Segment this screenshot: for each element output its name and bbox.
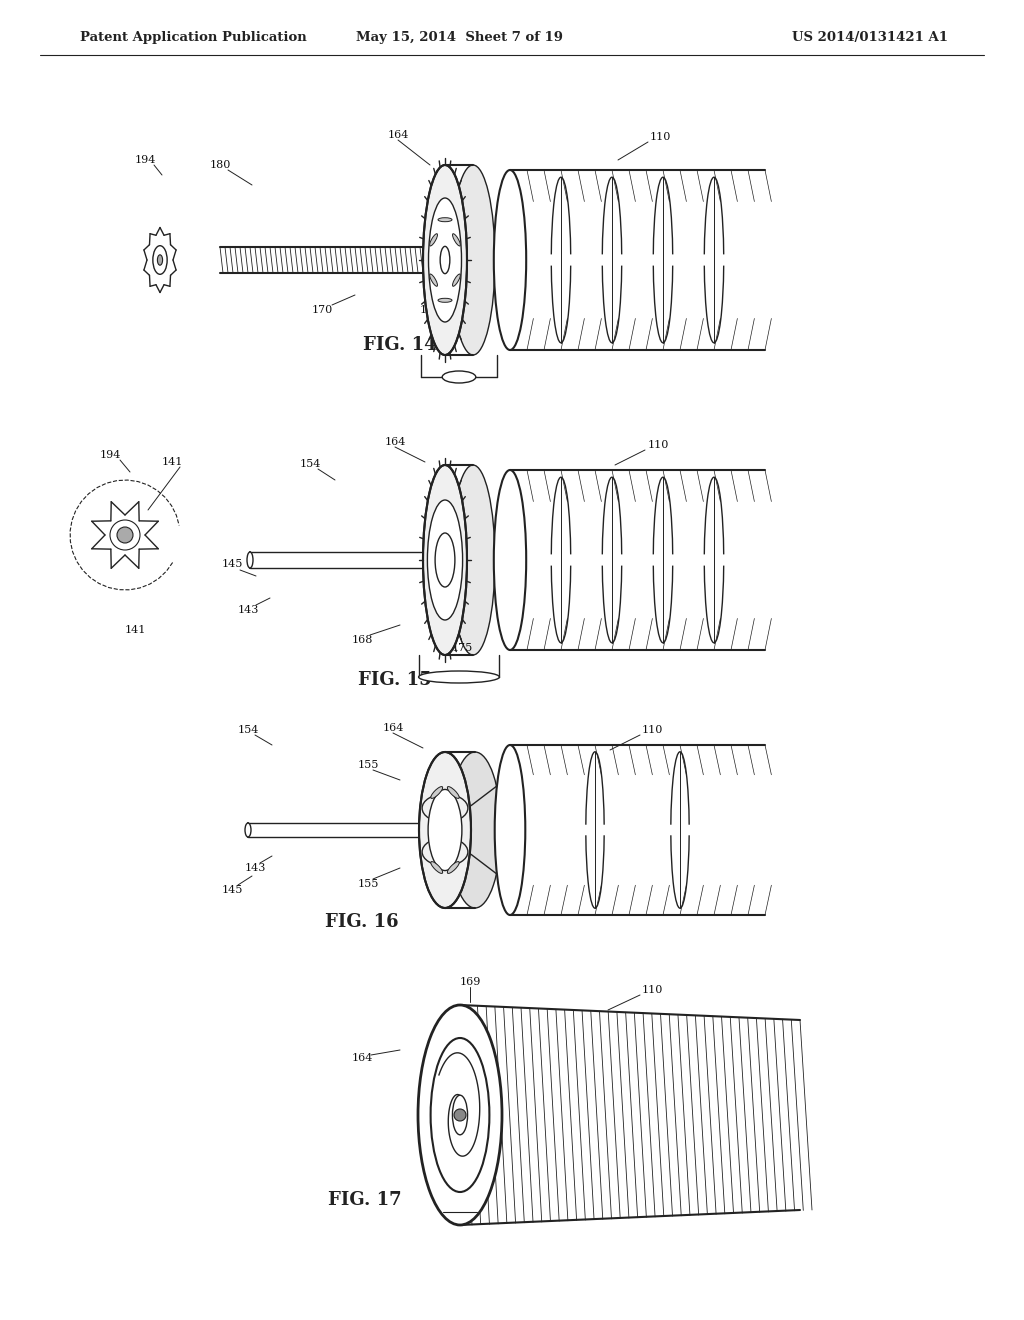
Ellipse shape <box>147 234 173 286</box>
Text: Patent Application Publication: Patent Application Publication <box>80 32 307 45</box>
Polygon shape <box>460 1005 800 1225</box>
Ellipse shape <box>447 787 459 799</box>
Text: 154: 154 <box>238 725 259 735</box>
Text: 168: 168 <box>419 305 440 315</box>
Polygon shape <box>510 744 765 915</box>
Ellipse shape <box>494 170 526 350</box>
Text: 110: 110 <box>641 725 663 735</box>
Ellipse shape <box>431 787 442 799</box>
Ellipse shape <box>428 198 462 322</box>
Text: 141: 141 <box>124 624 145 635</box>
Ellipse shape <box>247 552 253 568</box>
Ellipse shape <box>153 246 167 275</box>
Text: 161: 161 <box>477 1166 499 1175</box>
Text: 110: 110 <box>649 132 671 143</box>
Ellipse shape <box>430 234 437 246</box>
Ellipse shape <box>451 165 495 355</box>
Ellipse shape <box>245 822 251 837</box>
Ellipse shape <box>447 862 459 874</box>
Text: US 2014/0131421 A1: US 2014/0131421 A1 <box>792 32 948 45</box>
Ellipse shape <box>453 275 461 286</box>
Text: 194: 194 <box>99 450 121 459</box>
Text: 145: 145 <box>221 558 243 569</box>
Text: 143: 143 <box>238 605 259 615</box>
Ellipse shape <box>435 533 455 587</box>
Text: 141: 141 <box>162 457 182 467</box>
Text: 169: 169 <box>460 977 480 987</box>
Ellipse shape <box>117 527 133 543</box>
Polygon shape <box>510 170 765 350</box>
Text: FIG. 15: FIG. 15 <box>358 671 432 689</box>
Text: 155: 155 <box>357 760 379 770</box>
Text: 110: 110 <box>647 440 669 450</box>
Ellipse shape <box>423 165 467 355</box>
Ellipse shape <box>427 500 463 620</box>
Text: 164: 164 <box>384 437 406 447</box>
Ellipse shape <box>451 465 495 655</box>
Ellipse shape <box>431 862 442 874</box>
Text: 164: 164 <box>382 723 403 733</box>
Ellipse shape <box>419 671 500 682</box>
Ellipse shape <box>428 789 462 871</box>
Ellipse shape <box>419 752 471 908</box>
Text: 164: 164 <box>351 1053 373 1063</box>
Text: 194: 194 <box>134 154 156 165</box>
Ellipse shape <box>158 255 163 265</box>
Text: 168: 168 <box>351 635 373 645</box>
Ellipse shape <box>494 470 526 649</box>
Ellipse shape <box>438 298 452 302</box>
Text: 175: 175 <box>452 643 473 653</box>
Ellipse shape <box>495 744 525 915</box>
Ellipse shape <box>440 247 450 273</box>
Text: 154: 154 <box>299 459 321 469</box>
Text: FIG. 14: FIG. 14 <box>364 337 437 354</box>
Text: 170: 170 <box>311 305 333 315</box>
Ellipse shape <box>442 371 476 383</box>
Ellipse shape <box>430 275 437 286</box>
Ellipse shape <box>438 218 452 222</box>
Text: FIG. 16: FIG. 16 <box>326 913 398 931</box>
Text: 155: 155 <box>357 879 379 888</box>
Text: 180: 180 <box>209 160 230 170</box>
Ellipse shape <box>453 234 461 246</box>
Text: 145: 145 <box>221 884 243 895</box>
Text: 164: 164 <box>387 129 409 140</box>
Ellipse shape <box>449 752 501 908</box>
Ellipse shape <box>110 520 140 550</box>
Polygon shape <box>510 470 765 649</box>
Text: May 15, 2014  Sheet 7 of 19: May 15, 2014 Sheet 7 of 19 <box>356 32 563 45</box>
Ellipse shape <box>418 1005 502 1225</box>
Polygon shape <box>220 247 423 273</box>
Ellipse shape <box>453 1096 468 1135</box>
Ellipse shape <box>423 465 467 655</box>
Text: 110: 110 <box>641 985 663 995</box>
Ellipse shape <box>431 1038 489 1192</box>
Circle shape <box>454 1109 466 1121</box>
Text: FIG. 17: FIG. 17 <box>328 1191 401 1209</box>
Text: 143: 143 <box>245 863 265 873</box>
